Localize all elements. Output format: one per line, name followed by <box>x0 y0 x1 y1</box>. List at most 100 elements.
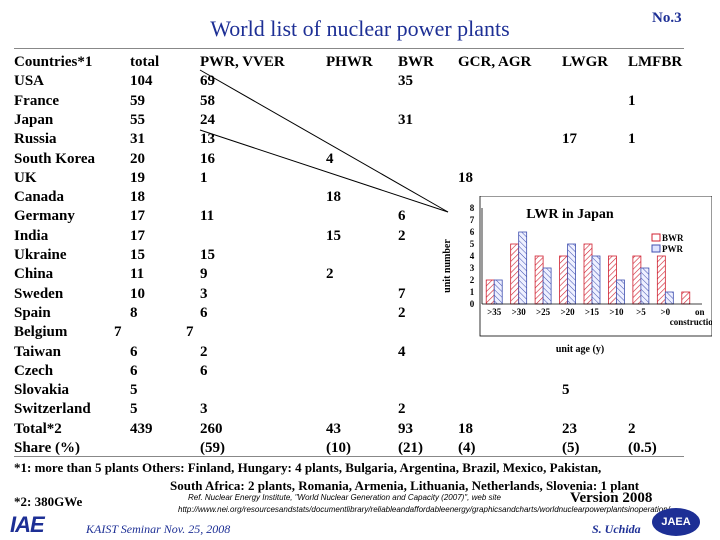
chart-xlabel: unit age (y) <box>556 344 604 355</box>
bar-bwr-8 <box>681 291 691 305</box>
x-tick-label: >35 <box>487 307 502 317</box>
table-cell-country: South Korea <box>14 150 95 167</box>
seminar-label: KAIST Seminar Nov. 25, 2008 <box>86 522 231 536</box>
table-cell-gcr: 18 <box>458 420 473 437</box>
table-cell-pwr: 2 <box>200 343 208 360</box>
table-cell-lmfbr: 1 <box>628 131 636 148</box>
table-cell-country: France <box>14 92 59 109</box>
bar-bwr-0 <box>485 279 495 305</box>
table-cell-lwgr: 5 <box>562 382 570 399</box>
column-header: LMFBR <box>628 54 683 70</box>
footnote-1: *1: more than 5 plants Others: Finland, … <box>14 460 602 475</box>
bar-bwr-7 <box>656 255 666 305</box>
bar-bwr-4 <box>583 243 593 305</box>
table-cell-pwr: 15 <box>200 247 215 263</box>
table-cell-country: Sweden <box>14 285 64 302</box>
table-cell-pwr: 69 <box>200 73 215 90</box>
table-cell-lmfbr: (0.5) <box>628 440 657 456</box>
column-header: GCR, AGR <box>458 54 532 70</box>
table-cell-phwr: (10) <box>326 440 351 456</box>
chart-svg: LWR in Japan unit number unit age (y) 0 1… <box>442 195 718 355</box>
table-cell-country: Share (%) <box>14 440 80 456</box>
chart-title: LWR in Japan <box>526 207 614 222</box>
bar-bwr-5 <box>608 255 617 305</box>
table-cell-country: Total*2 <box>14 420 62 437</box>
table-cell-country: China <box>14 266 54 283</box>
legend-swatch-bwr <box>651 233 661 242</box>
legend-swatch-pwr <box>651 244 661 253</box>
table-cell-bwr: 31 <box>398 111 413 128</box>
table-cell-pwr: 58 <box>200 92 215 109</box>
x-tick-label: >0 <box>661 307 671 317</box>
y-tick-label: 5 <box>470 239 475 249</box>
table-cell-pwr: 260 <box>200 420 223 437</box>
table-cell-pwr: (59) <box>200 440 225 456</box>
table-cell-pwr: 3 <box>200 401 208 418</box>
table-cell-country: Japan <box>14 111 54 128</box>
x-tick-label: >20 <box>560 307 575 317</box>
y-tick-label: 7 <box>470 215 475 225</box>
table-cell-gcr: 18 <box>458 169 473 186</box>
table-cell-pwr: 1 <box>200 169 208 186</box>
bar-pwr-5 <box>616 279 625 305</box>
table-cell-total: 19 <box>130 169 145 186</box>
table-cell-phwr: 15 <box>326 227 341 244</box>
iae-logo: IAE <box>10 512 45 537</box>
column-header: total <box>130 54 160 70</box>
divider-top <box>14 48 684 49</box>
table-cell-pwr: 11 <box>200 208 215 225</box>
table-cell-bwr: 2 <box>398 401 406 418</box>
table-cell-phwr: 4 <box>326 150 334 167</box>
table-cell-country: USA <box>14 73 45 90</box>
table-cell-lwgr: 17 <box>562 131 577 148</box>
table-cell-pwr: 7 <box>186 324 194 341</box>
table-cell-bwr: 6 <box>398 208 406 225</box>
slide-title: World list of nuclear power plants <box>210 16 510 41</box>
chart-axes: 0 1 2 3 4 5 6 7 8 >35 >30 >25 >20 >15 >10 >5 >0 on constru… <box>470 203 718 327</box>
column-header: PHWR <box>326 54 373 70</box>
bar-bwr-3 <box>559 255 568 305</box>
x-tick-label: onconstruction <box>670 307 712 327</box>
table-cell-country: India <box>14 227 49 244</box>
chart-bars <box>485 231 691 305</box>
table-cell-country: Spain <box>14 304 51 321</box>
table-cell-lwgr: 23 <box>562 420 577 437</box>
bar-pwr-3 <box>567 243 576 305</box>
table-cell-country: Germany <box>14 208 75 225</box>
table-cell-country: Canada <box>14 189 65 206</box>
table-cell-country: Belgium <box>14 324 68 341</box>
x-tick-label: >25 <box>536 307 551 317</box>
table-cell-country: Slovakia <box>14 382 70 399</box>
y-tick-label: 0 <box>470 299 475 309</box>
table-cell-total: 59 <box>130 92 145 109</box>
reference-line-2: http://www.nei.org/resourcesandstats/doc… <box>178 505 670 514</box>
table-cell-lmfbr: 1 <box>628 92 636 109</box>
x-tick-label: >30 <box>512 307 527 317</box>
table-cell-total: 20 <box>130 150 145 167</box>
table-cell-pwr: 9 <box>200 266 208 283</box>
table-cell-bwr: (21) <box>398 440 423 456</box>
bar-pwr-1 <box>518 231 528 305</box>
y-tick-label: 4 <box>470 251 475 261</box>
bar-pwr-7 <box>664 291 674 305</box>
table-cell-pwr: 16 <box>200 150 215 167</box>
table-cell-pwr: 6 <box>200 362 208 379</box>
lwr-japan-chart: LWR in Japan unit number unit age (y) 0 1… <box>440 195 718 356</box>
bar-bwr-1 <box>510 243 520 305</box>
table-cell-total: 439 <box>130 420 153 437</box>
bar-pwr-0 <box>493 279 503 305</box>
bar-pwr-2 <box>542 267 552 305</box>
y-tick-label: 1 <box>470 287 475 297</box>
table-cell-pwr: 3 <box>200 285 208 302</box>
table-cell-bwr: 2 <box>398 304 406 321</box>
table-cell-total: 11 <box>130 266 145 283</box>
table-cell-bwr: 93 <box>398 420 413 437</box>
table-cell-bwr: 35 <box>398 73 413 90</box>
table-cell-total: 5 <box>130 401 138 418</box>
table-cell-total: 8 <box>130 304 138 321</box>
x-tick-label: >10 <box>609 307 624 317</box>
divider-bottom <box>14 456 684 457</box>
table-cell-pwr: 6 <box>200 304 208 321</box>
table-cell-total: 10 <box>130 285 145 302</box>
pointer-line-bwr <box>199 69 449 213</box>
